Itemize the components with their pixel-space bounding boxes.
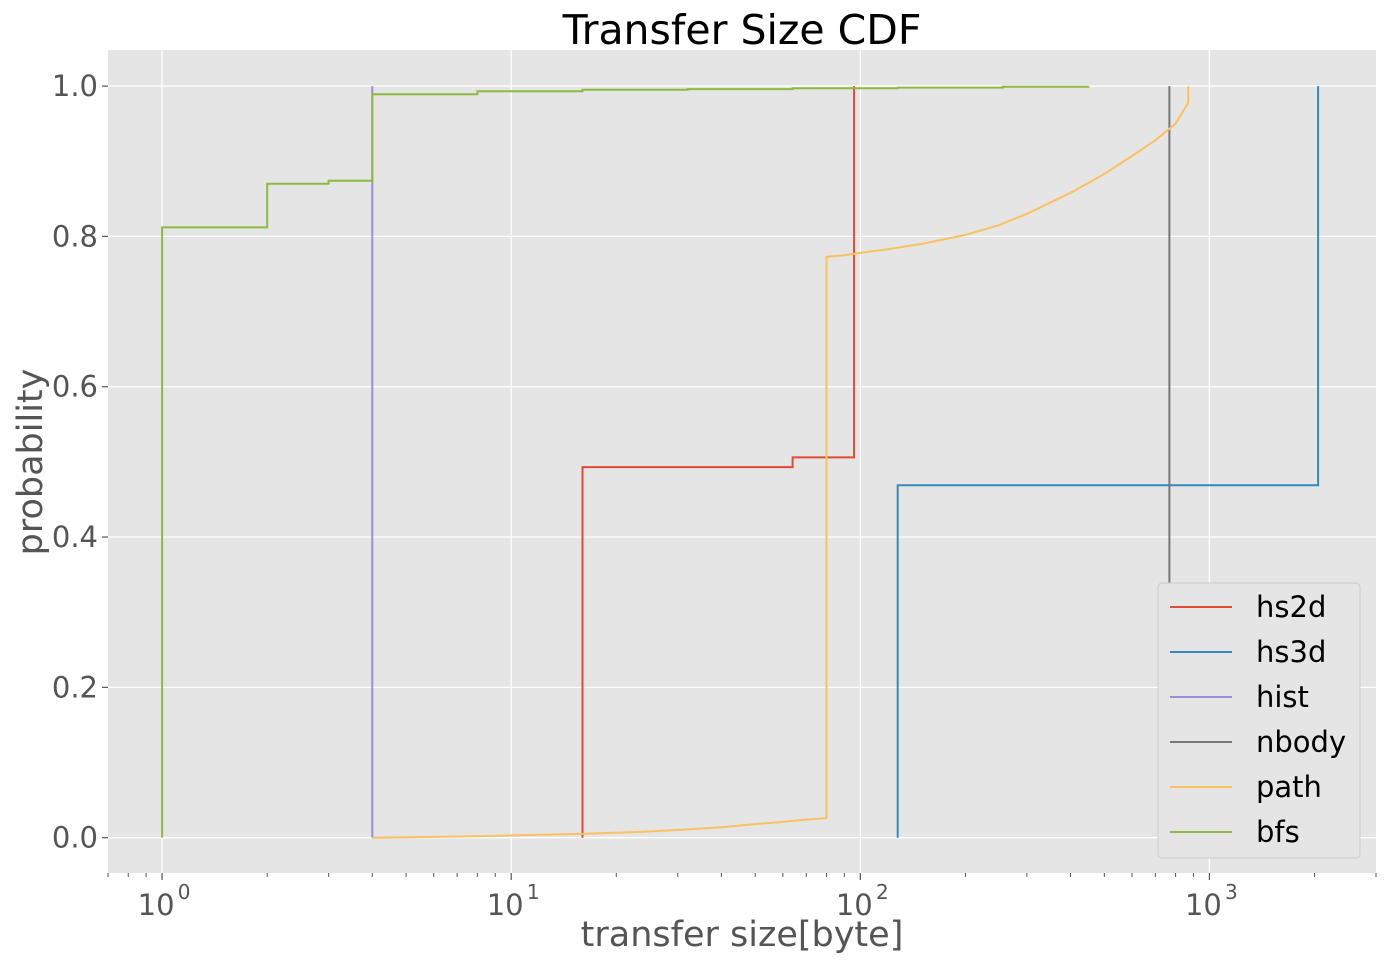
legend: hs2d hs3d hist nbody path bfs [1157,582,1361,859]
x-tick-base: 10 [1185,888,1222,922]
series-path [372,86,1190,839]
x-tick-base: 10 [487,888,524,922]
series-hs2d [581,86,856,838]
x-axis-label: transfer size[byte] [581,915,904,955]
y-tick-label: 0.4 [52,520,98,554]
x-tick-label: 10 3 [1185,880,1238,922]
y-tick-labels: 0.0 0.2 0.4 0.6 0.8 1.0 [52,69,108,855]
legend-label: hs2d [1256,590,1326,624]
legend-entry: nbody [1170,725,1346,759]
series-bfs [161,85,1090,838]
legend-label: bfs [1256,815,1300,849]
legend-label: hist [1256,680,1309,714]
x-tick-exponent: 3 [1225,880,1238,904]
legend-entry: path [1170,770,1322,804]
x-tick-exponent: 2 [876,880,889,904]
x-tick-label: 10 1 [487,880,540,922]
y-tick-label: 0.0 [52,821,98,855]
y-tick-label: 0.8 [52,219,98,253]
y-tick-label: 0.2 [52,670,98,704]
legend-entry: hist [1170,680,1309,714]
x-tick-base: 10 [836,888,873,922]
legend-entry: bfs [1170,815,1300,849]
series-hs3d [896,86,1320,838]
x-tick-base: 10 [138,888,175,922]
x-tick-label: 10 2 [836,880,889,922]
legend-label: path [1256,770,1322,804]
legend-label: nbody [1256,725,1346,759]
y-axis-label: probability [11,369,51,556]
x-tick-labels: 10 0 10 1 10 2 10 3 [138,873,1238,922]
x-tick-exponent: 0 [178,880,191,904]
legend-label: hs3d [1256,635,1326,669]
y-tick-label: 0.6 [52,370,98,404]
chart-title: Transfer Size CDF [562,6,922,54]
x-tick-label: 10 0 [138,880,191,922]
x-tick-exponent: 1 [527,880,540,904]
legend-entry: hs3d [1170,635,1326,669]
y-tick-label: 1.0 [52,69,98,103]
x-minor-ticks [107,873,1377,877]
legend-entry: hs2d [1170,590,1326,624]
